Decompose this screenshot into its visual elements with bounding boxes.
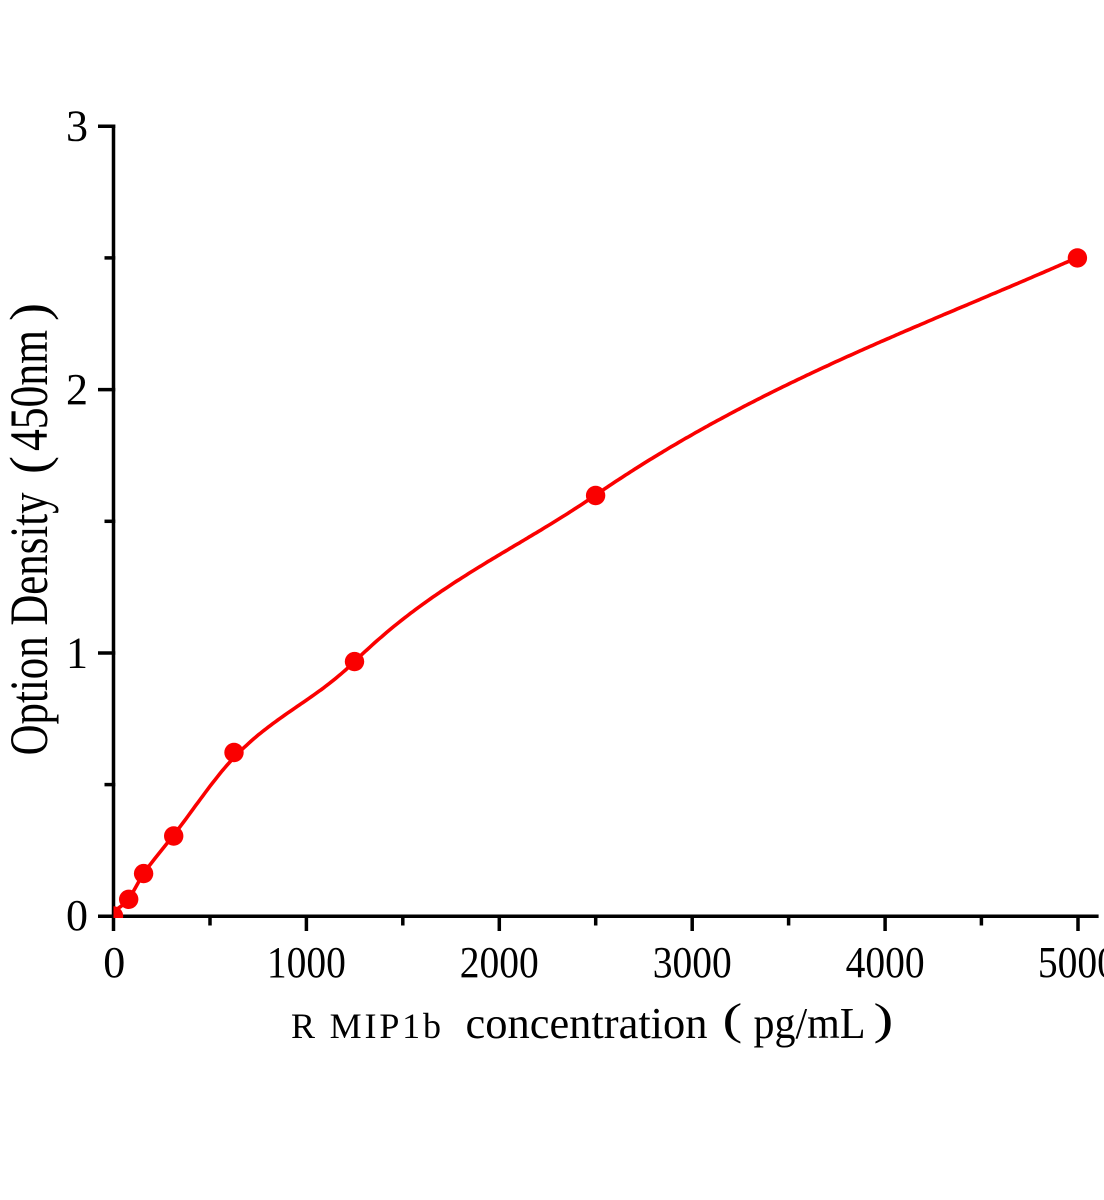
- svg-text:Option Density: Option Density: [0, 492, 59, 755]
- svg-text:4000: 4000: [846, 938, 925, 987]
- svg-text:2: 2: [66, 365, 88, 414]
- svg-text:3000: 3000: [653, 938, 732, 987]
- svg-text:2000: 2000: [460, 938, 539, 987]
- svg-text:R MIP1b: R MIP1b: [291, 1006, 441, 1046]
- svg-text:5000: 5000: [1038, 938, 1104, 987]
- svg-text:): ): [874, 995, 894, 1044]
- svg-text:0: 0: [103, 938, 125, 987]
- svg-text:(: (: [0, 456, 59, 474]
- svg-text:1: 1: [66, 629, 88, 678]
- svg-text:0: 0: [66, 891, 88, 940]
- svg-text:3: 3: [66, 102, 88, 151]
- svg-text:450nm: 450nm: [0, 330, 59, 451]
- svg-text:(: (: [723, 995, 743, 1044]
- svg-text:): ): [0, 303, 59, 321]
- svg-text:pg/mL: pg/mL: [754, 999, 866, 1048]
- svg-text:concentration: concentration: [466, 999, 708, 1048]
- svg-text:1000: 1000: [267, 938, 346, 987]
